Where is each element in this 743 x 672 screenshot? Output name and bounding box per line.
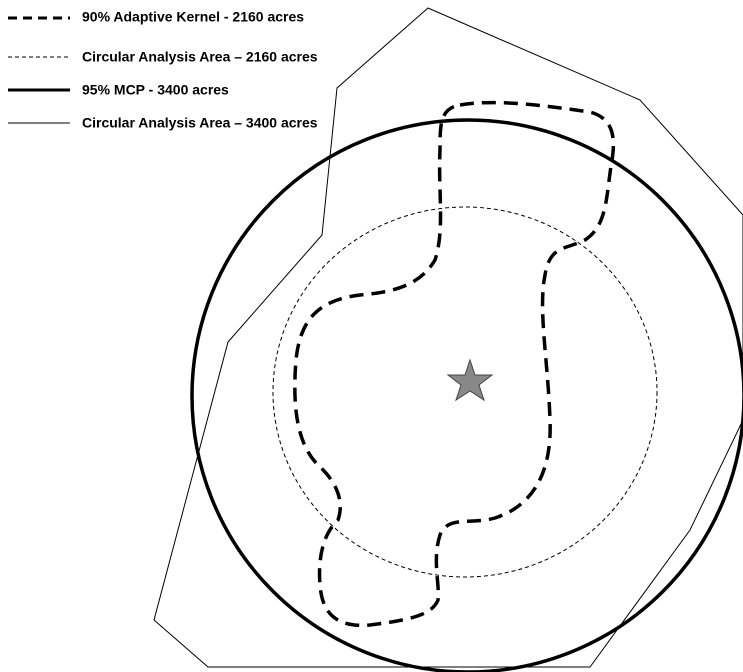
mcp-polygon [153,7,743,668]
legend-label: Circular Analysis Area – 2160 acres [82,49,318,65]
circular-area-2160 [272,206,658,578]
legend-label: 90% Adaptive Kernel - 2160 acres [82,9,304,25]
center-star [446,358,494,402]
legend-label: 95% MCP - 3400 acres [82,82,229,98]
adaptive-kernel [293,100,616,628]
circular-area-3400 [190,118,743,672]
legend-label: Circular Analysis Area – 3400 acres [82,115,318,131]
